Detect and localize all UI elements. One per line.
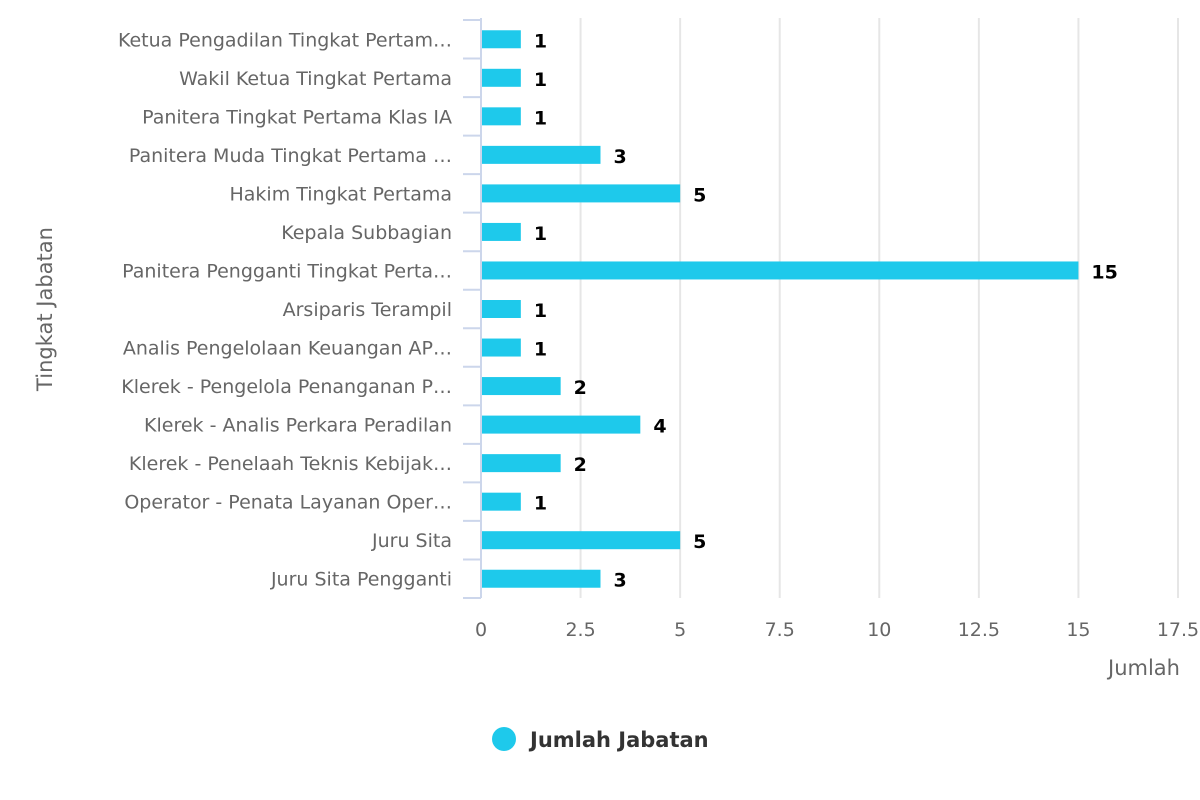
data-label: 1	[534, 30, 547, 52]
bar[interactable]	[482, 454, 561, 473]
bar[interactable]	[482, 492, 521, 511]
data-label: 5	[693, 531, 706, 553]
x-tick-label: 2.5	[565, 619, 595, 641]
category-label: Klerek - Pengelola Penanganan P…	[121, 376, 452, 398]
bar[interactable]	[482, 377, 561, 396]
x-tick-label: 7.5	[765, 619, 795, 641]
category-label: Panitera Muda Tingkat Pertama …	[129, 145, 452, 167]
y-axis-title: Tingkat Jabatan	[33, 227, 57, 392]
bar[interactable]	[482, 145, 601, 164]
category-label: Ketua Pengadilan Tingkat Pertam…	[118, 29, 452, 51]
category-label: Kepala Subbagian	[281, 222, 452, 244]
data-label: 1	[534, 493, 547, 515]
data-label: 5	[693, 184, 706, 206]
bar[interactable]	[482, 222, 521, 241]
data-label: 1	[534, 300, 547, 322]
bar[interactable]	[482, 107, 521, 126]
bar[interactable]	[482, 415, 641, 434]
x-axis-title: Jumlah	[1106, 656, 1180, 680]
x-tick-label: 10	[867, 619, 891, 641]
x-tick-label: 5	[674, 619, 686, 641]
category-label: Klerek - Penelaah Teknis Kebijak…	[129, 453, 452, 475]
category-label: Analis Pengelolaan Keuangan AP…	[123, 338, 452, 360]
category-label: Hakim Tingkat Pertama	[230, 183, 453, 205]
grid-layer	[579, 18, 1179, 598]
legend[interactable]: Jumlah Jabatan	[492, 727, 709, 752]
bar[interactable]	[482, 184, 681, 203]
data-label: 1	[534, 107, 547, 129]
bar-layer	[482, 30, 1079, 588]
category-label: Arsiparis Terampil	[283, 299, 452, 321]
data-label: 2	[574, 377, 587, 399]
x-tick-label: 12.5	[958, 619, 1000, 641]
category-label: Juru Sita	[371, 530, 452, 552]
x-tick-label: 15	[1066, 619, 1090, 641]
data-label: 1	[534, 223, 547, 245]
bar[interactable]	[482, 261, 1079, 280]
data-label: 1	[534, 339, 547, 361]
category-label: Panitera Tingkat Pertama Klas IA	[142, 106, 452, 128]
data-label: 4	[653, 416, 666, 438]
bar[interactable]	[482, 68, 521, 87]
data-label: 3	[613, 146, 626, 168]
x-tick-label: 0	[475, 619, 487, 641]
bar[interactable]	[482, 531, 681, 550]
legend-label: Jumlah Jabatan	[528, 728, 709, 752]
data-label: 15	[1091, 261, 1117, 283]
category-label: Juru Sita Pengganti	[270, 569, 452, 591]
x-tick-label: 17.5	[1157, 619, 1199, 641]
bar[interactable]	[482, 569, 601, 588]
category-label: Panitera Pengganti Tingkat Perta…	[122, 260, 452, 282]
data-label: 1	[534, 69, 547, 91]
legend-marker	[492, 727, 516, 751]
category-label: Wakil Ketua Tingkat Pertama	[179, 68, 452, 90]
axis-layer	[463, 18, 482, 599]
data-label: 2	[574, 454, 587, 476]
data-label: 3	[613, 570, 626, 592]
bar[interactable]	[482, 300, 521, 318]
category-label: Operator - Penata Layanan Oper…	[124, 492, 452, 514]
category-label: Klerek - Analis Perkara Peradilan	[144, 415, 452, 437]
bar[interactable]	[482, 30, 521, 49]
bar[interactable]	[482, 338, 521, 357]
